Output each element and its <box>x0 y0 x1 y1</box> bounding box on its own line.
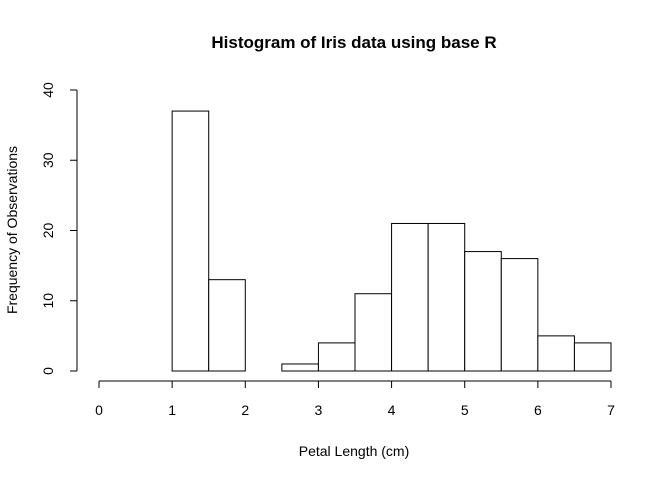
y-tick-label: 0 <box>40 367 56 375</box>
histogram-bar-8 <box>464 251 502 372</box>
y-tick-label: 40 <box>40 82 56 98</box>
x-tick-label: 1 <box>168 402 176 418</box>
bars-group <box>171 110 612 372</box>
y-axis: 0 10 20 30 40 <box>40 82 78 375</box>
x-tick-label: 7 <box>607 402 615 418</box>
y-tick-label: 20 <box>40 223 56 239</box>
y-tick-label: 30 <box>40 152 56 168</box>
x-tick-label: 0 <box>95 402 103 418</box>
y-axis-label: Frequency of Observations <box>4 146 20 314</box>
chart-title: Histogram of Iris data using base R <box>211 33 496 52</box>
histogram-bar-5 <box>354 293 393 372</box>
x-tick-label: 2 <box>241 402 249 418</box>
histogram-bar-0 <box>171 110 210 372</box>
histogram-bar-10 <box>537 335 575 372</box>
histogram-bar-7 <box>427 222 466 372</box>
histogram-bar-3 <box>281 363 319 372</box>
x-axis: 0 1 2 3 4 5 6 7 <box>95 380 615 418</box>
histogram-bar-4 <box>317 342 356 372</box>
x-tick-label: 6 <box>534 402 542 418</box>
histogram-bar-1 <box>208 279 246 372</box>
x-axis-label: Petal Length (cm) <box>299 443 410 459</box>
histogram-bar-6 <box>391 222 429 372</box>
x-tick-label: 5 <box>461 402 469 418</box>
histogram-bar-9 <box>500 258 539 372</box>
x-tick-label: 4 <box>388 402 396 418</box>
histogram-bar-11 <box>573 342 612 372</box>
y-tick-label: 10 <box>40 293 56 309</box>
x-tick-label: 3 <box>315 402 323 418</box>
